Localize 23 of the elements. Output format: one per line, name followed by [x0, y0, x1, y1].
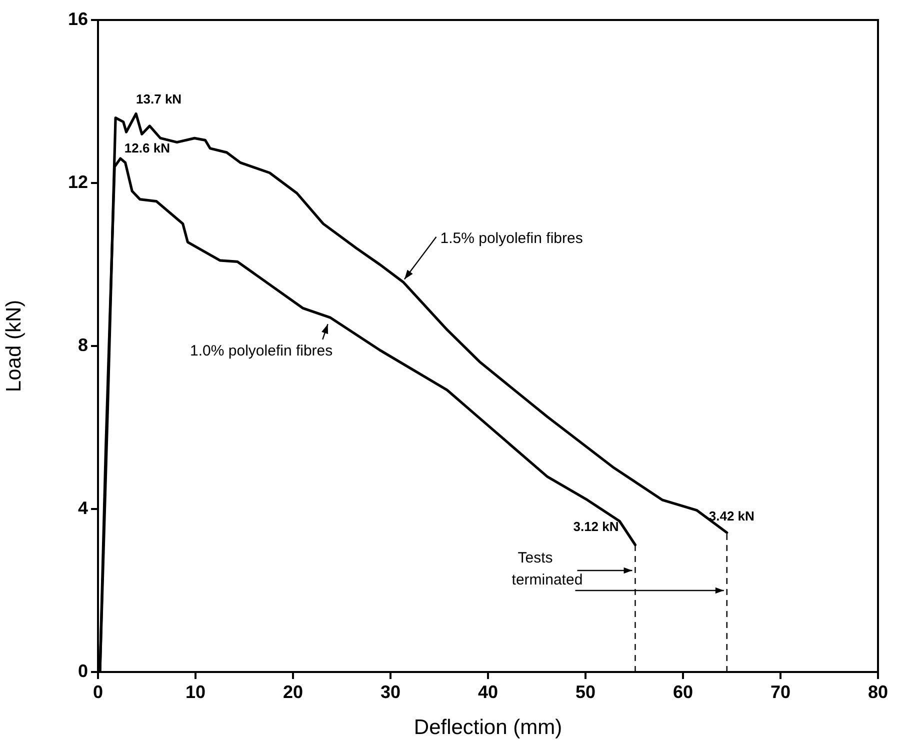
x-tick-label: 80 [868, 682, 888, 702]
y-tick-label: 4 [78, 498, 88, 518]
annotation: Tests terminated [512, 550, 583, 588]
x-tick-label: 0 [92, 682, 104, 702]
annotation: 3.42 kN [708, 508, 754, 524]
y-tick-label: 8 [78, 334, 88, 355]
y-tick-label: 12 [68, 172, 88, 192]
annotation: 1.0% polyolefin fibres [190, 342, 333, 360]
x-tick-label: 60 [672, 682, 694, 702]
annotation: 3.12 kN [573, 518, 619, 534]
x-tick-label: 40 [478, 682, 498, 702]
y-tick-label: 0 [78, 660, 88, 681]
annotation: 13.7 kN [136, 92, 182, 107]
annotation: 12.6 kN [124, 140, 170, 156]
x-axis-title: Deflection (mm) [414, 716, 562, 740]
x-tick-label: 70 [770, 682, 791, 702]
x-tick-label: 10 [185, 682, 206, 702]
x-tick-label: 20 [282, 682, 304, 702]
y-tick-label: 16 [68, 8, 88, 29]
annotation: 1.5% polyolefin fibres [440, 230, 583, 247]
x-tick-label: 50 [575, 682, 596, 702]
y-axis-title: Load (kN) [2, 300, 26, 392]
x-tick-label: 30 [380, 682, 401, 702]
